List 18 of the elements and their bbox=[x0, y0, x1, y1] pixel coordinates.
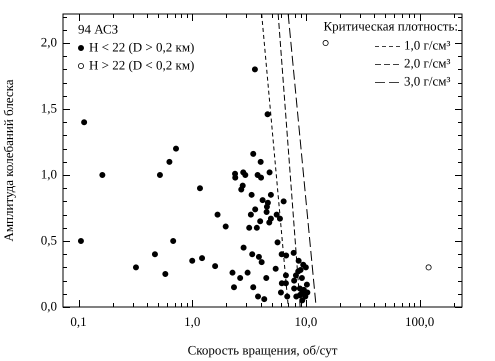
y-axis-title: Амплитуда колебаний блеска bbox=[1, 79, 16, 242]
annotation: 94 АСЗ bbox=[78, 21, 118, 36]
legend-label: 3,0 г/см³ bbox=[404, 73, 450, 88]
x-tick-label: 1,0 bbox=[184, 314, 200, 330]
y-tick-label: 0,5 bbox=[40, 232, 57, 248]
y-tick-label: 0,0 bbox=[40, 298, 57, 314]
x-axis-title: Скорость вращения, об/сут bbox=[188, 342, 338, 358]
legend-label: 1,0 г/см³ bbox=[404, 37, 450, 52]
legend-label: H > 22 (D < 0,2 км) bbox=[89, 57, 194, 72]
y-tick-label: 2,0 bbox=[40, 34, 57, 50]
legend-label: H < 22 (D > 0,2 км) bbox=[89, 39, 194, 54]
y-tick-label: 1,5 bbox=[40, 100, 57, 116]
y-tick-label: 1,0 bbox=[40, 166, 57, 182]
x-tick-label: 0,1 bbox=[70, 314, 87, 330]
legend-label: 2,0 г/см³ bbox=[404, 55, 450, 70]
legend-title: Критическая плотность: bbox=[323, 18, 458, 34]
x-tick-label: 10,0 bbox=[294, 314, 318, 330]
x-tick-label: 100,0 bbox=[404, 314, 434, 330]
